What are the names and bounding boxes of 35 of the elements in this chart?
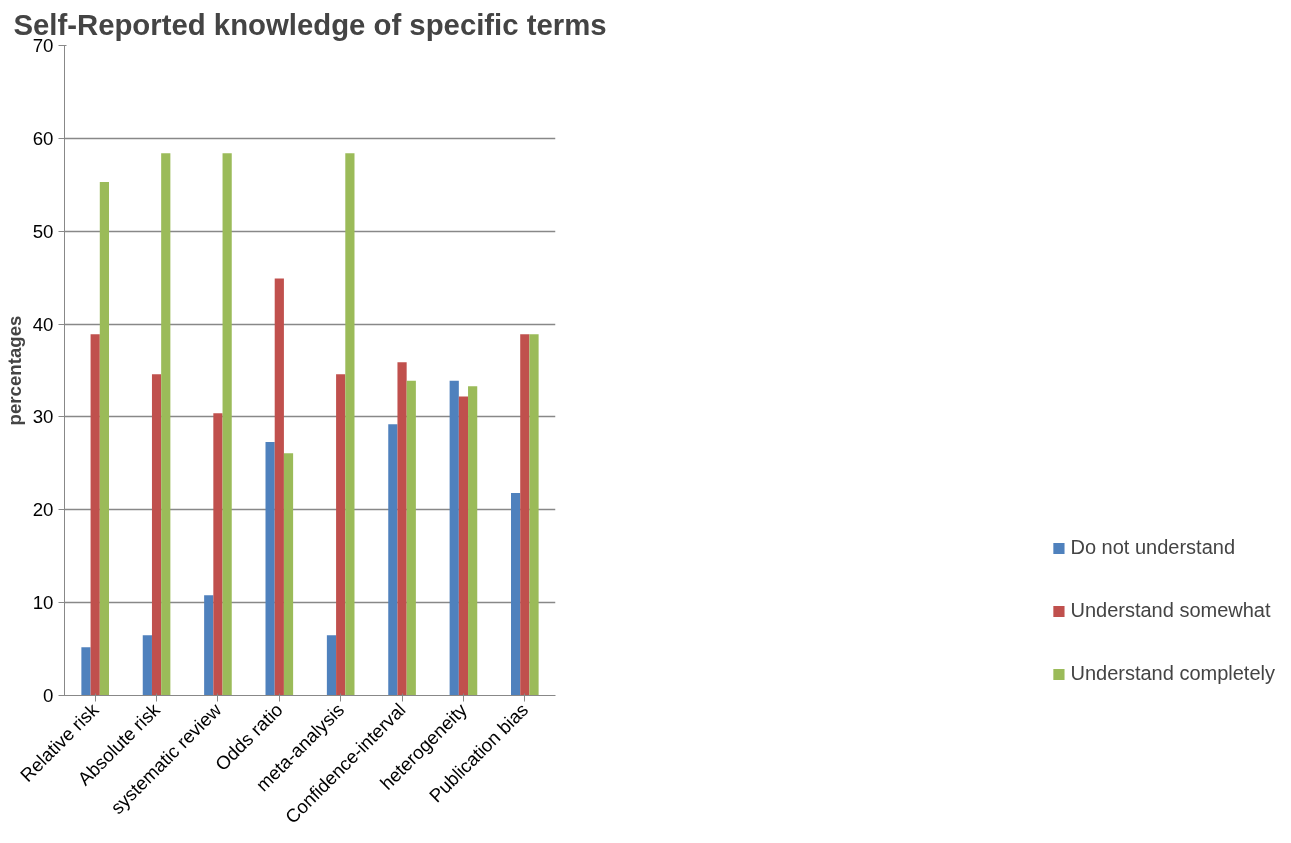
bar <box>520 334 530 696</box>
bar <box>345 153 355 696</box>
bar <box>265 442 275 696</box>
legend-label: Understand somewhat <box>1070 599 1271 622</box>
bar <box>204 595 214 696</box>
y-tick-label: 30 <box>32 406 54 428</box>
bar <box>213 413 223 696</box>
bar <box>161 153 171 696</box>
bar <box>458 396 469 696</box>
y-tick-label: 20 <box>32 499 54 521</box>
bar <box>151 374 162 696</box>
bar <box>81 647 91 696</box>
y-tick-label: 10 <box>32 592 54 614</box>
legend-label: Do not understand <box>1070 536 1235 559</box>
y-tick-label: 40 <box>32 313 54 335</box>
bar <box>511 493 521 696</box>
bar <box>468 386 478 696</box>
bar <box>90 334 100 696</box>
legend-label: Understand completely <box>1070 662 1275 685</box>
bar <box>529 334 539 696</box>
bar <box>283 453 294 696</box>
bar <box>274 278 284 696</box>
y-tick-label: 0 <box>43 685 54 706</box>
bar <box>406 380 416 696</box>
bar <box>388 424 398 696</box>
bar <box>397 362 407 696</box>
bar <box>336 374 346 696</box>
y-tick-label: 50 <box>32 220 54 242</box>
y-tick-label: 60 <box>32 127 54 149</box>
bar <box>326 635 337 696</box>
bar <box>142 635 152 696</box>
bar <box>222 153 232 696</box>
bar <box>99 182 109 696</box>
bar <box>449 380 459 696</box>
y-axis-title: percentages <box>3 315 25 426</box>
